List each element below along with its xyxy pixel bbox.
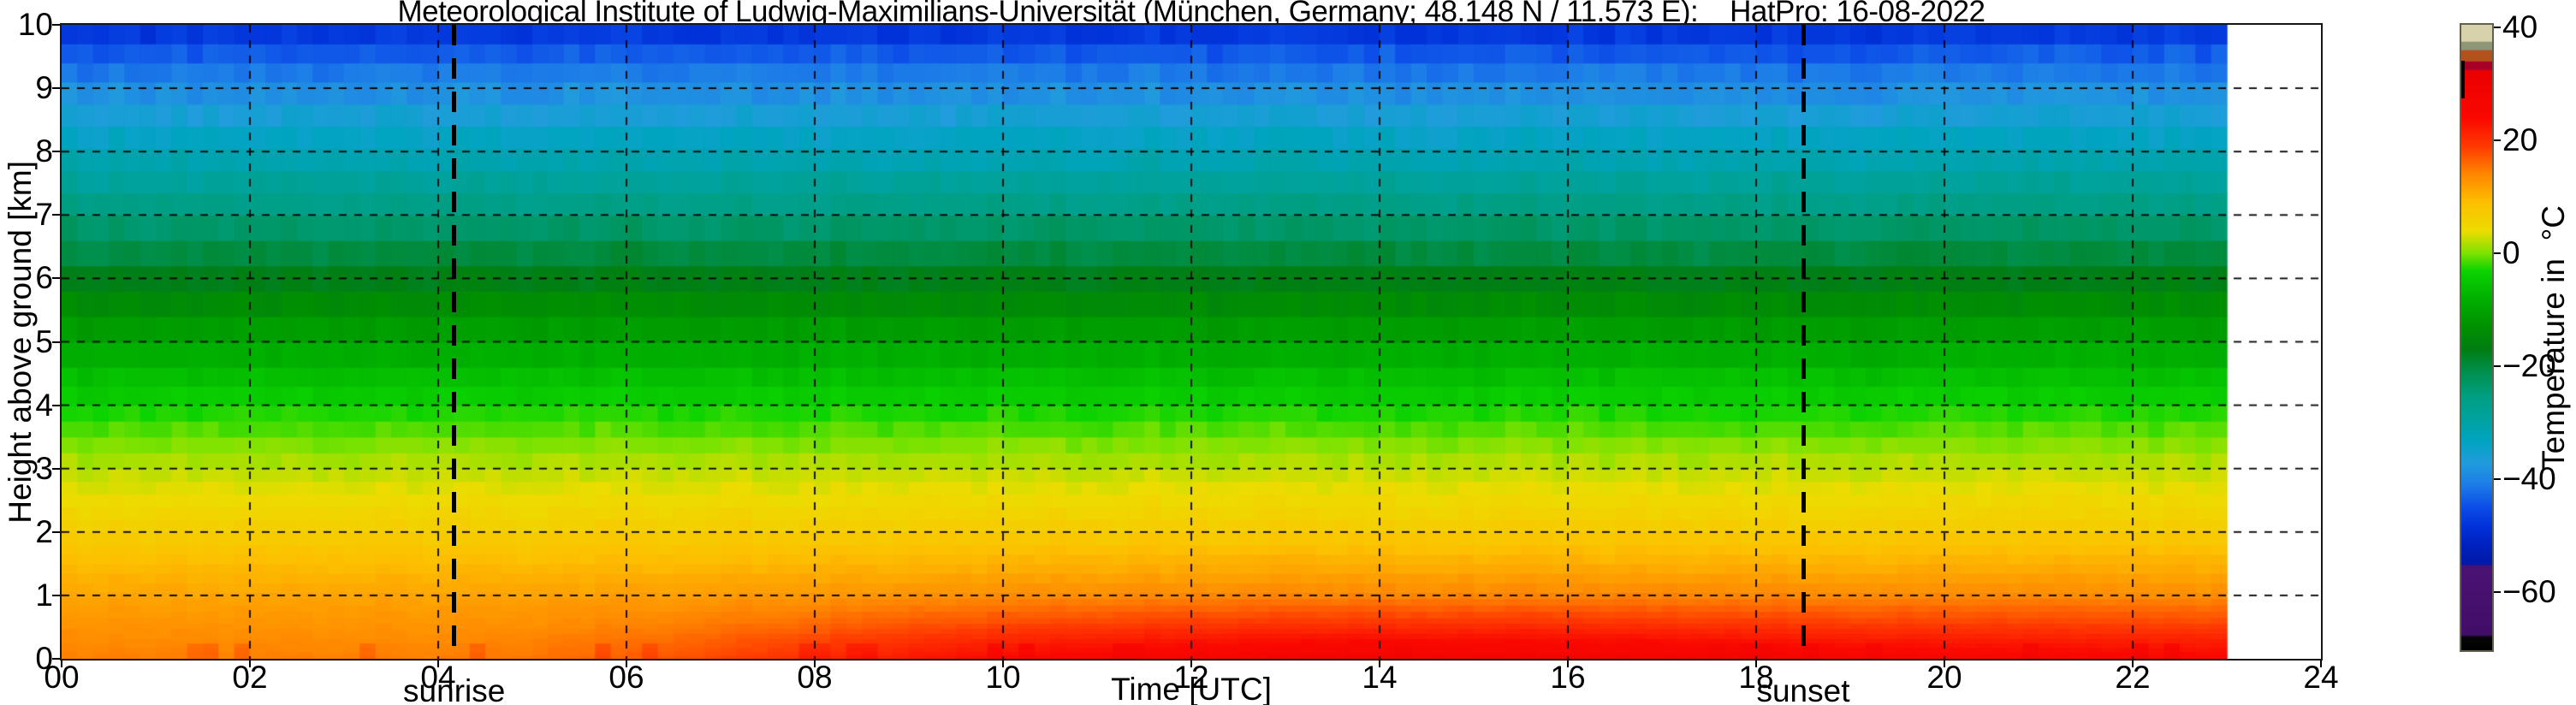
x-tick-mark bbox=[1002, 661, 1004, 667]
colorbar-tick-label: 20 bbox=[2502, 121, 2538, 157]
y-tick-mark bbox=[52, 87, 60, 90]
y-tick-mark bbox=[52, 594, 60, 596]
y-tick-mark bbox=[52, 404, 60, 406]
x-tick-label: 02 bbox=[232, 660, 268, 695]
colorbar-tick-label: 40 bbox=[2502, 9, 2538, 44]
colorbar-tick-mark bbox=[2494, 478, 2501, 480]
page-title: Meteorological Institute of Ludwig-Maxim… bbox=[397, 0, 1985, 28]
colorbar-gradient-canvas bbox=[2461, 25, 2492, 650]
colorbar bbox=[2460, 23, 2494, 652]
y-tick-label: 10 bbox=[17, 7, 53, 42]
x-tick-label: 24 bbox=[2303, 660, 2339, 695]
x-tick-label: 08 bbox=[797, 660, 833, 695]
x-tick-mark bbox=[2132, 661, 2134, 667]
x-tick-mark bbox=[61, 661, 62, 667]
colorbar-tick-label: −20 bbox=[2502, 347, 2556, 383]
colorbar-tick-mark bbox=[2494, 139, 2501, 141]
sunset-label: sunset bbox=[1756, 673, 1850, 705]
x-tick-label: 14 bbox=[1362, 660, 1398, 695]
y-tick-label: 8 bbox=[35, 133, 53, 169]
x-tick-label: 10 bbox=[985, 660, 1021, 695]
x-tick-label: 06 bbox=[608, 660, 644, 695]
x-tick-label: 22 bbox=[2115, 660, 2151, 695]
temperature-heatmap-canvas bbox=[62, 25, 2321, 659]
x-tick-label: 12 bbox=[1173, 660, 1209, 695]
x-tick-label: 20 bbox=[1926, 660, 1962, 695]
y-tick-label: 3 bbox=[35, 450, 53, 486]
x-tick-mark bbox=[1755, 661, 1757, 667]
x-tick-mark bbox=[2320, 661, 2322, 667]
x-tick-label: 18 bbox=[1738, 660, 1774, 695]
y-tick-mark bbox=[52, 467, 60, 470]
x-tick-mark bbox=[626, 661, 627, 667]
y-tick-label: 4 bbox=[35, 387, 53, 423]
x-tick-label: 04 bbox=[420, 660, 456, 695]
y-tick-mark bbox=[52, 530, 60, 533]
sunset-line bbox=[1801, 25, 1806, 659]
y-tick-label: 5 bbox=[35, 323, 53, 359]
colorbar-tick-label: −60 bbox=[2502, 574, 2556, 609]
x-tick-mark bbox=[1379, 661, 1380, 667]
x-axis-label: Time [UTC] bbox=[1111, 672, 1272, 705]
x-tick-mark bbox=[249, 661, 251, 667]
x-tick-label: 00 bbox=[44, 660, 80, 695]
colorbar-tick-mark bbox=[2494, 252, 2501, 254]
y-tick-label: 0 bbox=[35, 641, 53, 676]
y-tick-mark bbox=[52, 658, 60, 660]
y-tick-mark bbox=[52, 214, 60, 216]
y-tick-label: 1 bbox=[35, 577, 53, 613]
sunrise-label: sunrise bbox=[403, 673, 506, 705]
y-tick-label: 7 bbox=[35, 197, 53, 233]
y-tick-mark bbox=[52, 151, 60, 153]
y-tick-mark bbox=[52, 341, 60, 343]
colorbar-tick-mark bbox=[2494, 364, 2501, 367]
y-tick-mark bbox=[52, 277, 60, 280]
colorbar-artifact-mark bbox=[2461, 61, 2465, 98]
colorbar-label-wrap: Temperature in °C bbox=[2533, 25, 2574, 650]
plot-area bbox=[60, 23, 2323, 661]
x-tick-mark bbox=[1944, 661, 1945, 667]
y-tick-mark bbox=[52, 24, 60, 26]
x-tick-mark bbox=[437, 661, 439, 667]
y-tick-label: 6 bbox=[35, 260, 53, 296]
y-tick-label: 9 bbox=[35, 70, 53, 106]
x-tick-label: 16 bbox=[1550, 660, 1586, 695]
x-tick-mark bbox=[1190, 661, 1192, 667]
colorbar-tick-mark bbox=[2494, 591, 2501, 593]
x-tick-mark bbox=[1567, 661, 1569, 667]
sunrise-line bbox=[452, 25, 457, 659]
colorbar-tick-mark bbox=[2494, 26, 2501, 28]
y-tick-label: 2 bbox=[35, 513, 53, 549]
colorbar-tick-label: 0 bbox=[2502, 234, 2520, 270]
colorbar-tick-label: −40 bbox=[2502, 461, 2556, 496]
x-tick-mark bbox=[814, 661, 816, 667]
